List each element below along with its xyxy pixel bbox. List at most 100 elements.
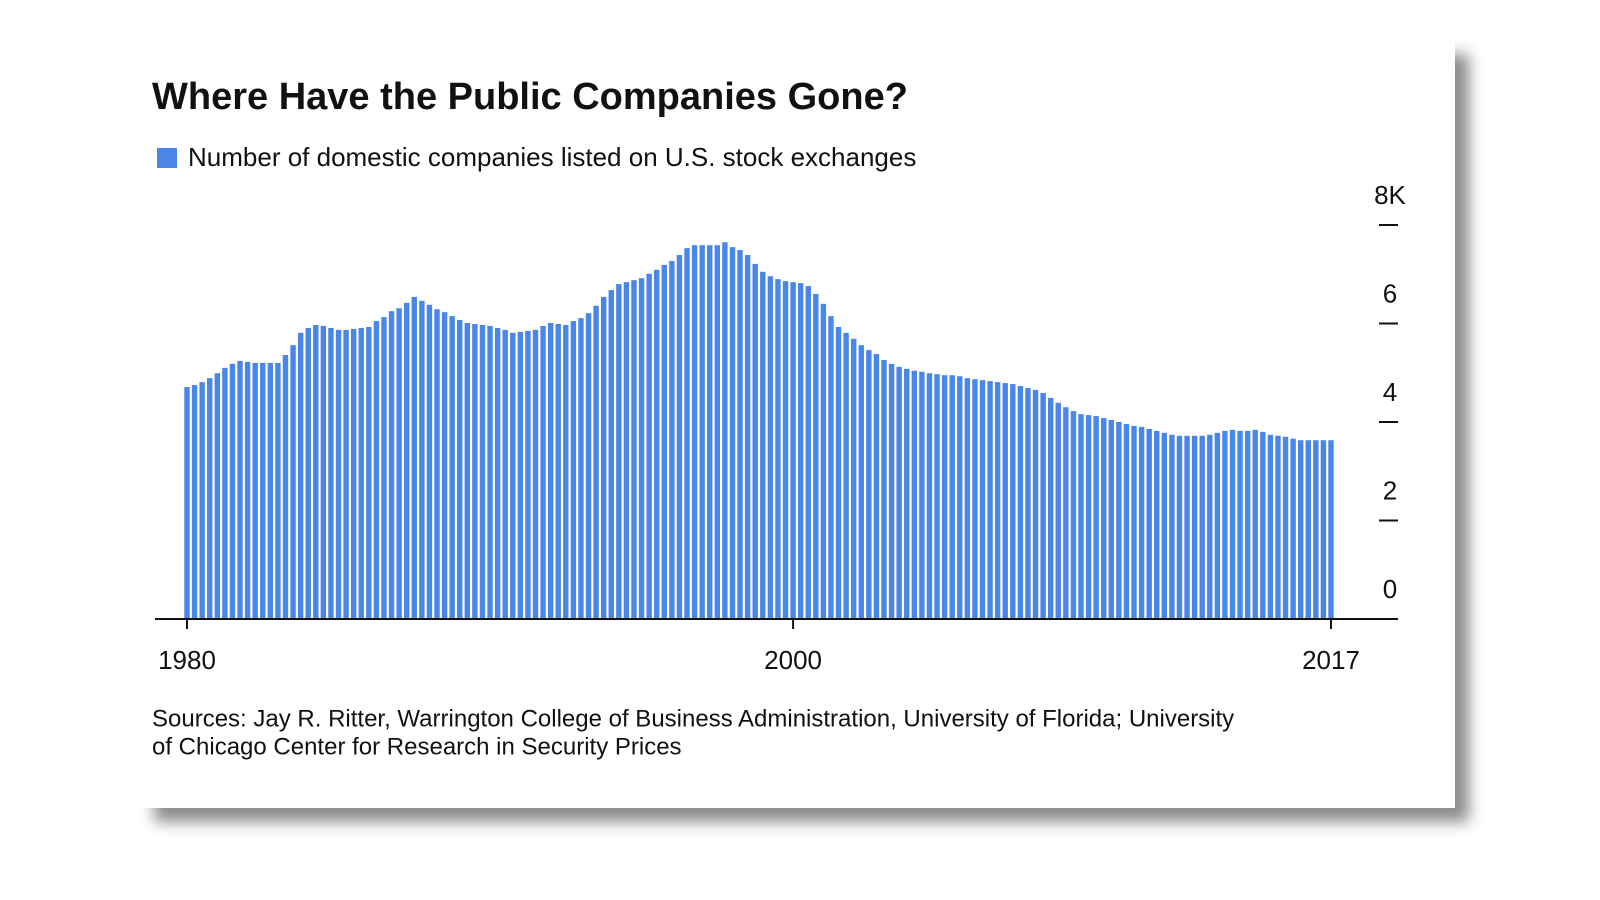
bar [313,324,319,619]
bar [957,376,963,619]
bar [1138,426,1145,619]
bar [1244,430,1251,619]
bar [1131,425,1137,619]
bar [457,320,463,619]
x-tick-label: 1980 [158,645,216,675]
bar [835,326,842,619]
bar [411,296,417,619]
y-tick-label: 6 [1383,278,1397,308]
bar [707,245,713,619]
bar [676,255,683,620]
bar [237,360,243,619]
bar [797,283,804,619]
bar [782,281,789,619]
bar [1108,420,1114,619]
bar [949,375,955,619]
bar [1010,384,1016,619]
bar [1161,432,1168,619]
bar [1214,432,1221,619]
bar [964,378,971,619]
bar [563,324,569,619]
y-tick-label: 2 [1383,475,1397,505]
bar [275,362,281,619]
bar [373,321,380,619]
chart-title: Where Have the Public Companies Gone? [152,76,908,118]
bar [904,368,910,619]
bar [911,370,918,619]
bar [555,323,561,619]
bar [1199,435,1205,619]
bar [646,273,652,619]
bar [297,332,304,619]
bar [1055,402,1061,619]
bar [926,373,933,619]
bar [1070,411,1077,619]
bar [1207,434,1213,619]
bar [449,316,455,619]
y-tick-label: 0 [1383,574,1397,604]
bar [623,282,630,619]
bar [941,375,948,619]
bar [1176,435,1183,619]
source-line: of Chicago Center for Research in Securi… [152,733,682,760]
bar [1297,440,1304,619]
bar [1063,407,1069,619]
bar [366,326,372,619]
x-tick-label: 2017 [1302,645,1360,675]
bar [722,242,728,620]
bar [502,329,508,619]
bar [1101,418,1107,619]
legend-swatch [157,148,177,168]
bar [472,323,478,619]
legend-label: Number of domestic companies listed on U… [188,142,916,172]
bar [843,332,849,619]
bar [934,374,940,619]
bar [979,380,986,619]
bar [654,269,660,619]
bar [1093,416,1099,619]
bar [866,350,872,619]
bar [358,327,364,619]
bar [752,263,758,619]
bar [388,311,395,619]
bar [540,325,546,619]
bar [881,359,887,619]
bar [661,264,667,619]
bar [972,379,978,619]
bar [600,296,607,619]
bar [729,247,736,619]
bar [805,286,811,619]
bar [1040,392,1046,619]
bar [820,303,827,619]
bar [873,354,880,619]
bar [267,362,274,619]
bar [199,382,205,619]
bar [737,250,743,619]
bar [1229,429,1236,619]
bar [851,338,857,619]
bar [328,327,334,619]
bar [1184,435,1190,619]
bar [570,321,577,619]
bar [260,362,266,619]
bar [790,282,796,619]
bar [1290,438,1296,619]
bar [1328,440,1334,619]
bar [1085,415,1092,619]
bar [608,290,614,619]
bar [191,385,198,619]
bar [441,312,448,619]
bar [775,279,781,619]
bar [1002,383,1008,619]
bar [1078,414,1084,619]
bar [1146,428,1152,619]
bar [858,345,864,619]
bar [1191,435,1198,619]
bar [714,245,721,619]
bar [691,245,698,619]
bar [1305,440,1311,619]
bar [290,345,296,619]
bar [1313,440,1319,619]
bar [207,378,213,619]
